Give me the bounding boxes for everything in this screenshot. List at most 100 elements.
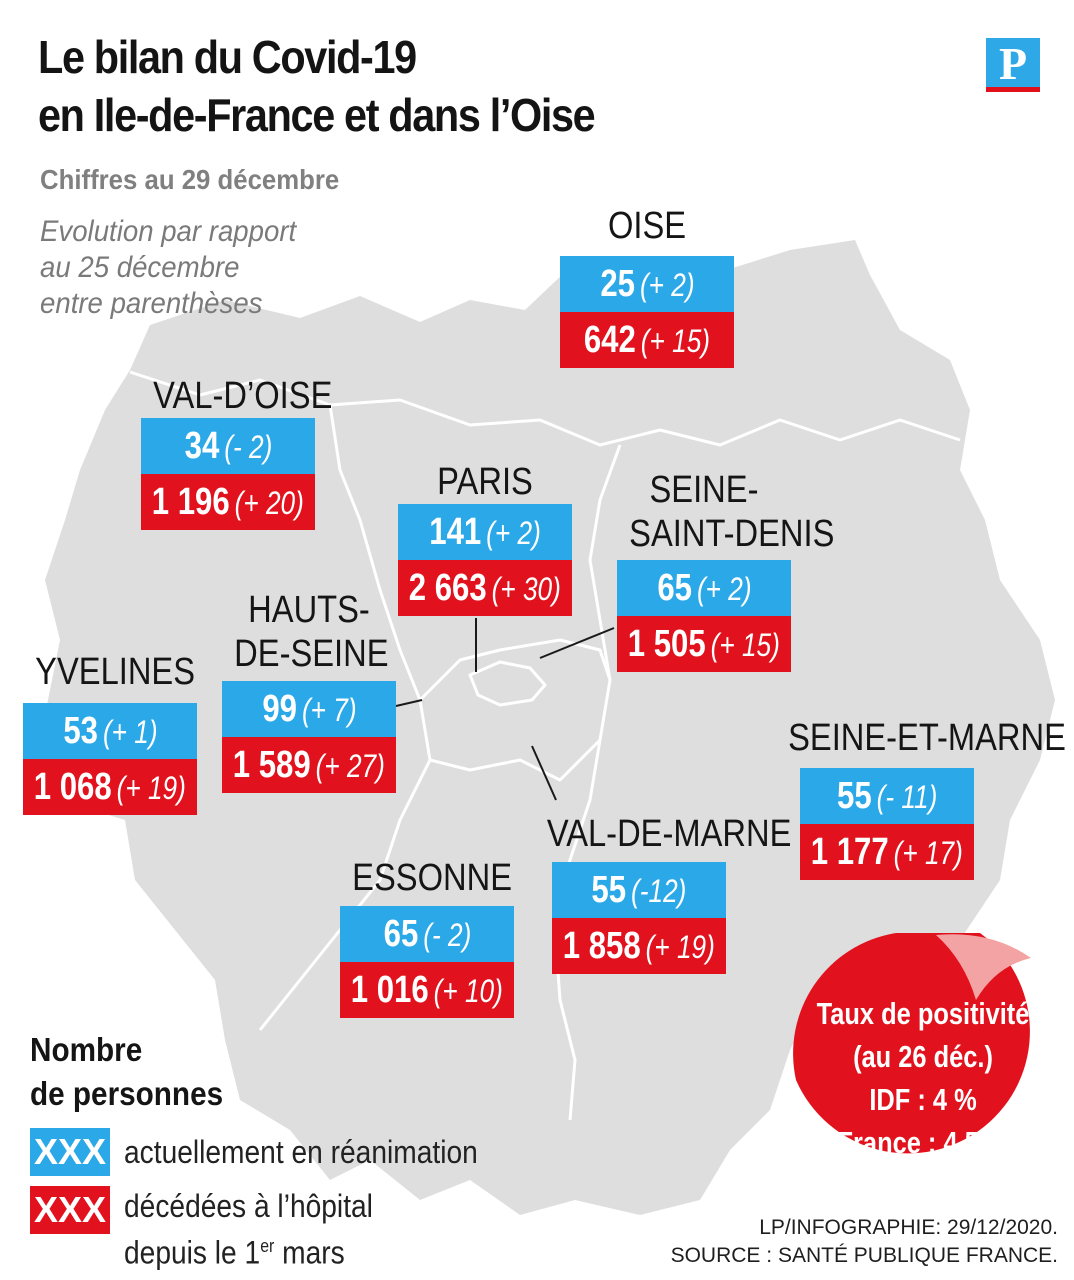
- region-name: OISE: [607, 205, 687, 247]
- icu-change: (-12): [631, 872, 687, 909]
- region-seine-et-marne: SEINE-ET-MARNE 55 (- 11) 1 177 (+ 17): [772, 716, 1066, 880]
- oise-border: [129, 370, 961, 447]
- page-title: Le bilan du Covid-19 en Ile-de-France et…: [38, 28, 596, 144]
- icu-box: 65 (+ 2): [617, 560, 791, 616]
- credit-line-1: LP/INFOGRAPHIE: 29/12/2020.: [759, 1216, 1058, 1239]
- deaths-box: 1 196 (+ 20): [141, 474, 315, 530]
- val-de-marne-leader-line: [531, 745, 557, 801]
- credit-line-2: SOURCE : SANTÉ PUBLIQUE FRANCE.: [670, 1244, 1058, 1267]
- icu-change: (+ 2): [696, 570, 752, 607]
- region-yvelines: YVELINES 53 (+ 1) 1 068 (+ 19): [23, 650, 197, 815]
- deaths-change: (+ 20): [234, 484, 305, 521]
- legend-title-line-2: de personnes: [30, 1075, 224, 1112]
- deaths-value: 1 505: [627, 622, 706, 665]
- note-line-3: entre parenthèses: [40, 287, 263, 320]
- icu-change: (+ 7): [301, 691, 357, 728]
- logo-red-bar: [986, 87, 1040, 92]
- region-name: SEINE-ET-MARNE: [788, 717, 1066, 759]
- seine-saint-denis-leader-line: [539, 627, 615, 659]
- region-name: ESSONNE: [352, 857, 512, 899]
- positivity-line-3: IDF : 4 %: [869, 1082, 977, 1117]
- deaths-box: 2 663 (+ 30): [398, 560, 572, 616]
- region-paris: PARIS 141 (+ 2) 2 663 (+ 30): [398, 460, 572, 616]
- legend-icu-swatch: XXX: [30, 1128, 110, 1176]
- icu-value: 53: [62, 709, 98, 752]
- legend-deaths-sup: er: [260, 1236, 275, 1256]
- le-parisien-logo: P: [986, 38, 1040, 92]
- icu-box: 53 (+ 1): [23, 703, 197, 759]
- deaths-box: 1 016 (+ 10): [340, 962, 514, 1018]
- leader-lines: [395, 618, 615, 801]
- legend-deaths-swatch: XXX: [30, 1186, 110, 1234]
- deaths-box: 1 589 (+ 27): [222, 737, 396, 793]
- hauts-de-seine-leader-line: [395, 699, 423, 707]
- icu-value: 65: [383, 912, 418, 955]
- title-line-1: Le bilan du Covid-19: [38, 31, 417, 83]
- badge-page-curl: [936, 934, 1031, 1000]
- deaths-value: 1 196: [151, 480, 230, 523]
- deaths-change: (+ 27): [315, 747, 386, 784]
- icu-change: (+ 2): [486, 514, 541, 551]
- deaths-change: (+ 17): [893, 834, 964, 871]
- deaths-value: 1 589: [232, 743, 311, 786]
- legend-deaths-line-1: décédées à l’hôpital: [124, 1188, 373, 1224]
- deaths-box: 1 177 (+ 17): [800, 824, 974, 880]
- source-credit: LP/INFOGRAPHIE: 29/12/2020. SOURCE : SAN…: [671, 1214, 1058, 1270]
- icu-box: 55 (- 11): [800, 768, 974, 824]
- icu-value: 34: [184, 424, 219, 467]
- icu-box: 141 (+ 2): [398, 504, 572, 560]
- icu-value: 55: [836, 774, 872, 817]
- region-name-line-2: SAINT-DENIS: [629, 513, 835, 555]
- logo-letter: P: [998, 38, 1028, 89]
- west-border: [258, 404, 432, 1031]
- positivity-text: Taux de positivité (au 26 déc.) IDF : 4 …: [786, 992, 1060, 1164]
- legend-deaths-row: XXX décédées à l’hôpital depuis le 1er m…: [30, 1186, 407, 1273]
- region-name: VAL-D’OISE: [153, 375, 333, 417]
- positivity-badge: [793, 933, 1031, 1154]
- deaths-value: 1 858: [562, 924, 641, 967]
- deaths-change: (+ 19): [645, 928, 716, 965]
- icu-box: 25 (+ 2): [560, 256, 734, 312]
- positivity-line-1: Taux de positivité: [816, 996, 1030, 1031]
- icu-change: (+ 1): [102, 713, 158, 750]
- deaths-value: 1 016: [350, 968, 429, 1011]
- icu-value: 25: [599, 262, 635, 305]
- legend-deaths-line-2-text: depuis le 1: [124, 1234, 261, 1271]
- legend-title-line-1: Nombre: [30, 1031, 143, 1068]
- region-name: VAL-DE-MARNE: [546, 813, 792, 855]
- deaths-change: (+ 19): [116, 769, 187, 806]
- region-name-line-1: SEINE-: [649, 469, 759, 511]
- icu-value: 55: [591, 868, 627, 911]
- deaths-box: 1 505 (+ 15): [617, 616, 791, 672]
- deaths-change: (+ 30): [491, 570, 562, 607]
- region-name: YVELINES: [35, 651, 196, 693]
- paris-border: [468, 660, 547, 707]
- deaths-change: (+ 10): [433, 972, 504, 1009]
- legend-icu-row: XXX actuellement en réanimation: [30, 1128, 526, 1176]
- deaths-value: 2 663: [408, 566, 487, 609]
- icu-value: 65: [656, 566, 692, 609]
- region-val-d-oise: VAL-D’OISE 34 (- 2) 1 196 (+ 20): [141, 374, 333, 530]
- deaths-box: 1 068 (+ 19): [23, 759, 197, 815]
- region-name-line-2: DE-SEINE: [234, 633, 389, 675]
- icu-box: 99 (+ 7): [222, 681, 396, 737]
- region-val-de-marne: VAL-DE-MARNE 55 (-12) 1 858 (+ 19): [532, 812, 792, 974]
- deaths-value: 642: [583, 318, 636, 361]
- note-line-2: au 25 décembre: [40, 251, 240, 284]
- icu-value: 141: [429, 510, 482, 553]
- subtitle: Chiffres au 29 décembre: [40, 164, 340, 195]
- legend-deaths-line-2-end: mars: [274, 1234, 345, 1271]
- icu-change: (- 2): [223, 428, 272, 465]
- legend-deaths-label: décédées à l’hôpital depuis le 1er mars: [124, 1186, 373, 1273]
- region-essonne: ESSONNE 65 (- 2) 1 016 (+ 10): [340, 856, 514, 1018]
- legend-deaths-line-2: depuis le 1er mars: [124, 1226, 373, 1273]
- region-oise: OISE 25 (+ 2) 642 (+ 15): [560, 204, 734, 368]
- icu-change: (- 11): [876, 778, 938, 815]
- icu-value: 99: [261, 687, 297, 730]
- region-name-line-1: HAUTS-: [248, 589, 370, 631]
- deaths-change: (+ 15): [710, 626, 781, 663]
- deaths-box: 1 858 (+ 19): [552, 918, 726, 974]
- title-line-2: en Ile-de-France et dans l’Oise: [38, 89, 596, 141]
- region-hauts-de-seine: HAUTS- DE-SEINE 99 (+ 7) 1 589 (+ 27): [222, 588, 396, 793]
- evolution-note: Evolution par rapport au 25 décembre ent…: [40, 214, 296, 322]
